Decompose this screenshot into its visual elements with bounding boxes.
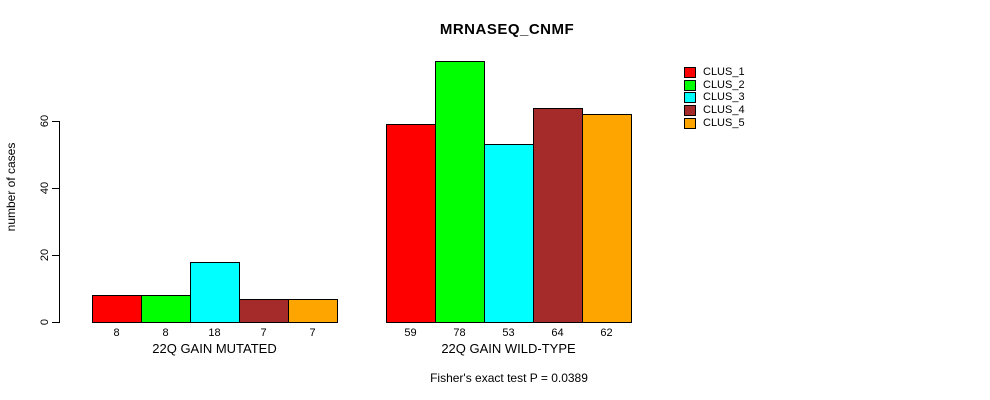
y-axis-label: number of cases [4, 142, 18, 232]
stat-annotation: Fisher's exact test P = 0.0389 [430, 371, 588, 385]
bar-value-label: 62 [600, 327, 613, 339]
bar-value-label: 59 [404, 327, 417, 339]
bar-value-label: 8 [162, 327, 169, 339]
legend-color-swatch [684, 104, 696, 116]
legend-label: CLUS_2 [703, 78, 745, 91]
y-tick-label: 40 [39, 181, 51, 195]
bar-clus_1-group2 [386, 124, 436, 323]
bar-value-label: 7 [260, 327, 267, 339]
y-axis-line [59, 121, 60, 323]
legend-row: CLUS_4 [684, 104, 745, 117]
legend-label: CLUS_1 [703, 65, 745, 78]
y-tick-mark [52, 188, 60, 189]
bar-clus_4-group2 [533, 108, 583, 323]
legend-label: CLUS_4 [703, 103, 745, 116]
bar-value-label: 18 [208, 327, 221, 339]
bar-clus_5-group1 [288, 299, 338, 323]
bar-value-label: 7 [309, 327, 316, 339]
y-tick-label: 0 [39, 318, 51, 326]
legend-color-swatch [684, 117, 696, 129]
legend-color-swatch [684, 79, 696, 91]
x-axis-category-label: 22Q GAIN MUTATED [152, 341, 277, 356]
legend-row: CLUS_1 [684, 66, 745, 79]
legend-color-swatch [684, 92, 696, 104]
legend-label: CLUS_3 [703, 91, 745, 104]
legend-color-swatch [684, 66, 696, 78]
y-tick-mark [52, 121, 60, 122]
legend-row: CLUS_5 [684, 117, 745, 130]
y-tick-mark [52, 322, 60, 323]
legend-label: CLUS_5 [703, 116, 745, 129]
bar-clus_3-group2 [484, 144, 534, 323]
bar-value-label: 78 [453, 327, 466, 339]
y-tick-label: 60 [39, 114, 51, 128]
bar-clus_3-group1 [190, 262, 240, 323]
chart-legend: CLUS_1 CLUS_2 CLUS_3 CLUS_4 CLUS_5 [684, 66, 745, 129]
legend-row: CLUS_2 [684, 79, 745, 92]
bar-clus_2-group1 [141, 295, 191, 323]
bar-clus_2-group2 [435, 61, 485, 323]
y-tick-mark [52, 255, 60, 256]
bar-clus_1-group1 [92, 295, 142, 323]
bar-value-label: 8 [113, 327, 120, 339]
chart-title: MRNASEQ_CNMF [439, 21, 575, 38]
bar-value-label: 53 [502, 327, 515, 339]
legend-row: CLUS_3 [684, 91, 745, 104]
bar-clus_4-group1 [239, 299, 289, 323]
x-axis-category-label: 22Q GAIN WILD-TYPE [441, 341, 576, 356]
bar-clus_5-group2 [582, 114, 632, 323]
y-tick-label: 20 [39, 248, 51, 262]
bar-value-label: 64 [551, 327, 564, 339]
